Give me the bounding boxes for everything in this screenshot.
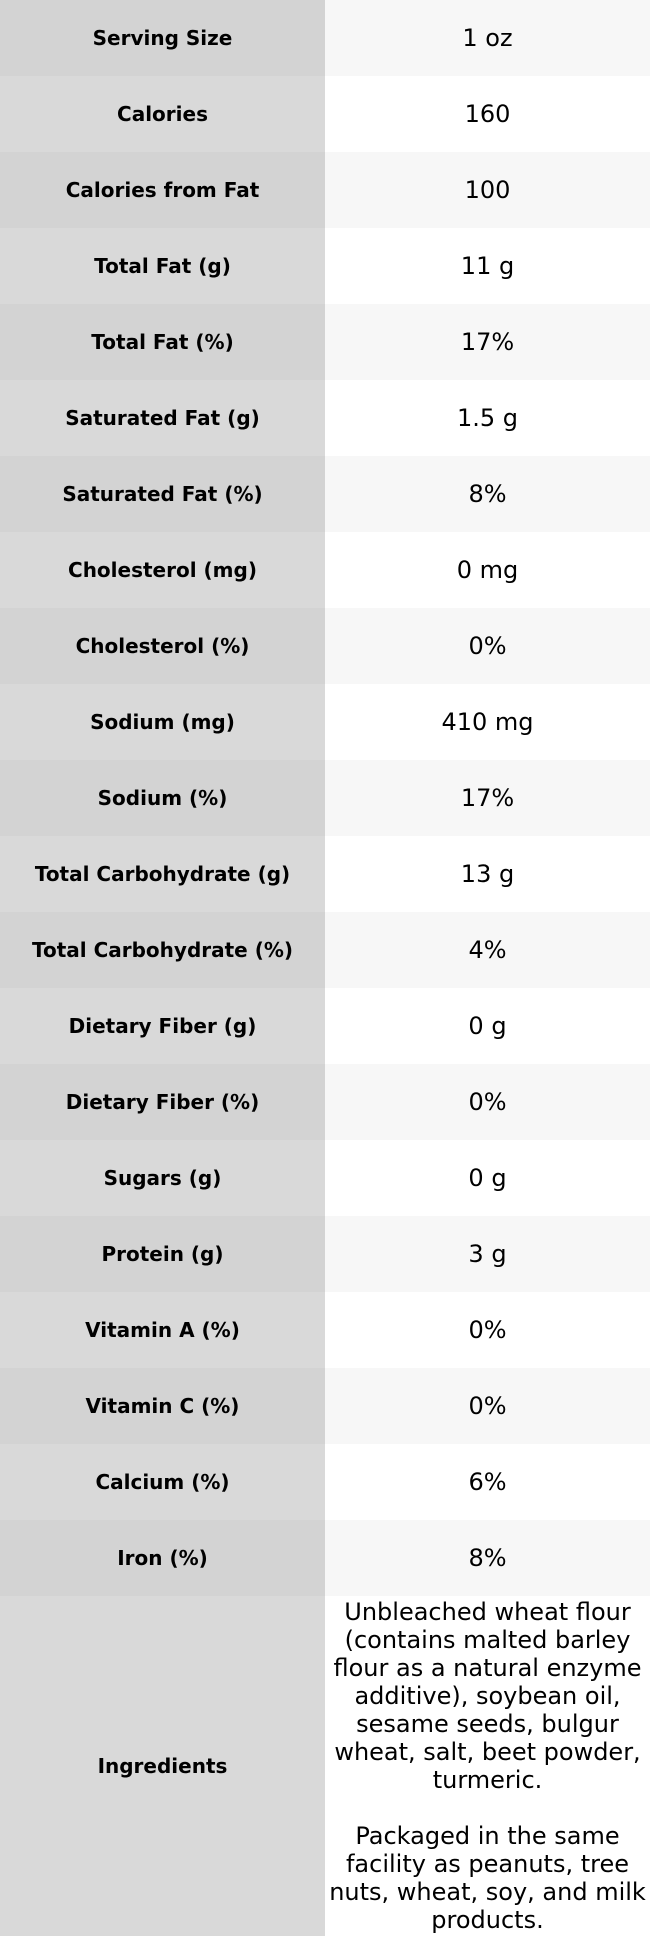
- total-carbohydrate-g-label: Total Carbohydrate (g): [0, 836, 325, 912]
- table-row: Vitamin A (%) 0%: [0, 1292, 650, 1368]
- table-row: Cholesterol (mg) 0 mg: [0, 532, 650, 608]
- total-fat-pct-value: 17%: [325, 304, 650, 380]
- dietary-fiber-pct-label: Dietary Fiber (%): [0, 1064, 325, 1140]
- serving-size-value: 1 oz: [325, 0, 650, 76]
- dietary-fiber-g-value: 0 g: [325, 988, 650, 1064]
- table-row: Total Fat (%) 17%: [0, 304, 650, 380]
- sodium-pct-value: 17%: [325, 760, 650, 836]
- vitamin-a-pct-value: 0%: [325, 1292, 650, 1368]
- vitamin-c-pct-value: 0%: [325, 1368, 650, 1444]
- table-row: Protein (g) 3 g: [0, 1216, 650, 1292]
- sodium-pct-label: Sodium (%): [0, 760, 325, 836]
- table-row: Total Carbohydrate (g) 13 g: [0, 836, 650, 912]
- calories-from-fat-value: 100: [325, 152, 650, 228]
- saturated-fat-pct-value: 8%: [325, 456, 650, 532]
- protein-g-value: 3 g: [325, 1216, 650, 1292]
- total-carbohydrate-g-value: 13 g: [325, 836, 650, 912]
- total-fat-g-label: Total Fat (g): [0, 228, 325, 304]
- total-carbohydrate-pct-value: 4%: [325, 912, 650, 988]
- table-row: Calories from Fat 100: [0, 152, 650, 228]
- total-carbohydrate-pct-label: Total Carbohydrate (%): [0, 912, 325, 988]
- allergen-note: Packaged in the same facility as peanuts…: [329, 1822, 646, 1934]
- sugars-g-value: 0 g: [325, 1140, 650, 1216]
- iron-pct-value: 8%: [325, 1520, 650, 1596]
- table-row: Calcium (%) 6%: [0, 1444, 650, 1520]
- dietary-fiber-pct-value: 0%: [325, 1064, 650, 1140]
- ingredients-row: Ingredients Unbleached wheat flour (cont…: [0, 1596, 650, 1936]
- calcium-pct-label: Calcium (%): [0, 1444, 325, 1520]
- calcium-pct-value: 6%: [325, 1444, 650, 1520]
- table-row: Saturated Fat (%) 8%: [0, 456, 650, 532]
- calories-value: 160: [325, 76, 650, 152]
- cholesterol-mg-value: 0 mg: [325, 532, 650, 608]
- cholesterol-pct-value: 0%: [325, 608, 650, 684]
- saturated-fat-g-value: 1.5 g: [325, 380, 650, 456]
- table-row: Vitamin C (%) 0%: [0, 1368, 650, 1444]
- ingredients-label: Ingredients: [0, 1596, 325, 1936]
- dietary-fiber-g-label: Dietary Fiber (g): [0, 988, 325, 1064]
- table-row: Total Carbohydrate (%) 4%: [0, 912, 650, 988]
- saturated-fat-pct-label: Saturated Fat (%): [0, 456, 325, 532]
- table-row: Saturated Fat (g) 1.5 g: [0, 380, 650, 456]
- table-row: Sugars (g) 0 g: [0, 1140, 650, 1216]
- table-row: Serving Size 1 oz: [0, 0, 650, 76]
- vitamin-c-pct-label: Vitamin C (%): [0, 1368, 325, 1444]
- table-row: Dietary Fiber (g) 0 g: [0, 988, 650, 1064]
- table-row: Sodium (%) 17%: [0, 760, 650, 836]
- cholesterol-pct-label: Cholesterol (%): [0, 608, 325, 684]
- ingredients-text: Unbleached wheat flour (contains malted …: [333, 1598, 642, 1794]
- serving-size-label: Serving Size: [0, 0, 325, 76]
- table-row: Iron (%) 8%: [0, 1520, 650, 1596]
- table-row: Cholesterol (%) 0%: [0, 608, 650, 684]
- cholesterol-mg-label: Cholesterol (mg): [0, 532, 325, 608]
- total-fat-g-value: 11 g: [325, 228, 650, 304]
- vitamin-a-pct-label: Vitamin A (%): [0, 1292, 325, 1368]
- calories-label: Calories: [0, 76, 325, 152]
- table-row: Dietary Fiber (%) 0%: [0, 1064, 650, 1140]
- sugars-g-label: Sugars (g): [0, 1140, 325, 1216]
- sodium-mg-value: 410 mg: [325, 684, 650, 760]
- ingredients-value: Unbleached wheat flour (contains malted …: [325, 1596, 650, 1936]
- calories-from-fat-label: Calories from Fat: [0, 152, 325, 228]
- table-row: Calories 160: [0, 76, 650, 152]
- total-fat-pct-label: Total Fat (%): [0, 304, 325, 380]
- sodium-mg-label: Sodium (mg): [0, 684, 325, 760]
- table-row: Sodium (mg) 410 mg: [0, 684, 650, 760]
- iron-pct-label: Iron (%): [0, 1520, 325, 1596]
- table-row: Total Fat (g) 11 g: [0, 228, 650, 304]
- protein-g-label: Protein (g): [0, 1216, 325, 1292]
- saturated-fat-g-label: Saturated Fat (g): [0, 380, 325, 456]
